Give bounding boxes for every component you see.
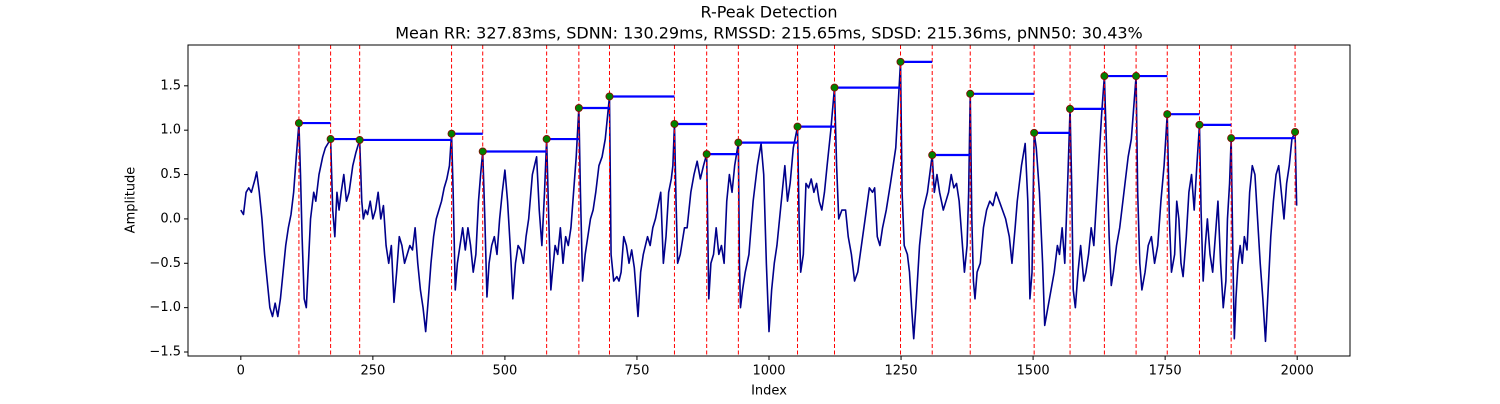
peak-marker (1227, 134, 1236, 143)
x-tick-label: 0 (237, 364, 245, 379)
peak-marker (670, 119, 679, 128)
chart-title: R-Peak Detection (700, 3, 837, 22)
y-tick-label: −1.5 (149, 345, 181, 360)
peak-marker (478, 147, 487, 156)
peak-marker (1291, 127, 1300, 136)
x-tick-label: 250 (360, 364, 385, 379)
plot-frame (187, 44, 1351, 357)
y-tick-label: −1.0 (149, 300, 181, 315)
peak-marker (928, 151, 937, 160)
peak-marker (605, 92, 614, 101)
x-tick-label: 2000 (1281, 364, 1314, 379)
peak-marker (1132, 72, 1141, 81)
peak-marker (734, 138, 743, 147)
x-tick-label: 1500 (1017, 364, 1050, 379)
y-tick-label: 0.5 (160, 167, 181, 182)
peak-marker (294, 119, 303, 128)
y-tick-label: 1.0 (160, 123, 181, 138)
chart-subtitle: Mean RR: 327.83ms, SDNN: 130.29ms, RMSSD… (395, 24, 1143, 43)
peak-marker (574, 103, 583, 112)
peak-marker (1195, 120, 1204, 129)
peak-marker (1066, 104, 1075, 113)
y-axis-label: Amplitude (124, 167, 139, 234)
y-tick-label: −0.5 (149, 256, 181, 271)
x-tick-label: 750 (625, 364, 650, 379)
peak-marker (830, 83, 839, 92)
x-tick-label: 500 (492, 364, 517, 379)
peak-marker (326, 135, 335, 144)
peak-marker (1030, 128, 1039, 137)
x-tick-label: 1000 (752, 364, 785, 379)
peak-marker (896, 57, 905, 66)
peak-marker (542, 135, 551, 144)
peak-marker (702, 150, 711, 159)
x-tick-label: 1250 (884, 364, 917, 379)
peak-marker (1100, 72, 1109, 81)
peak-marker (1163, 110, 1172, 119)
peak-marker (966, 89, 975, 98)
x-tick-label: 1750 (1149, 364, 1182, 379)
peak-marker (355, 135, 364, 144)
y-tick-label: 1.5 (160, 78, 181, 93)
y-tick-label: 0.0 (160, 211, 181, 226)
x-axis-label: Index (751, 384, 787, 399)
peak-marker (793, 122, 802, 131)
peak-marker (447, 129, 456, 138)
